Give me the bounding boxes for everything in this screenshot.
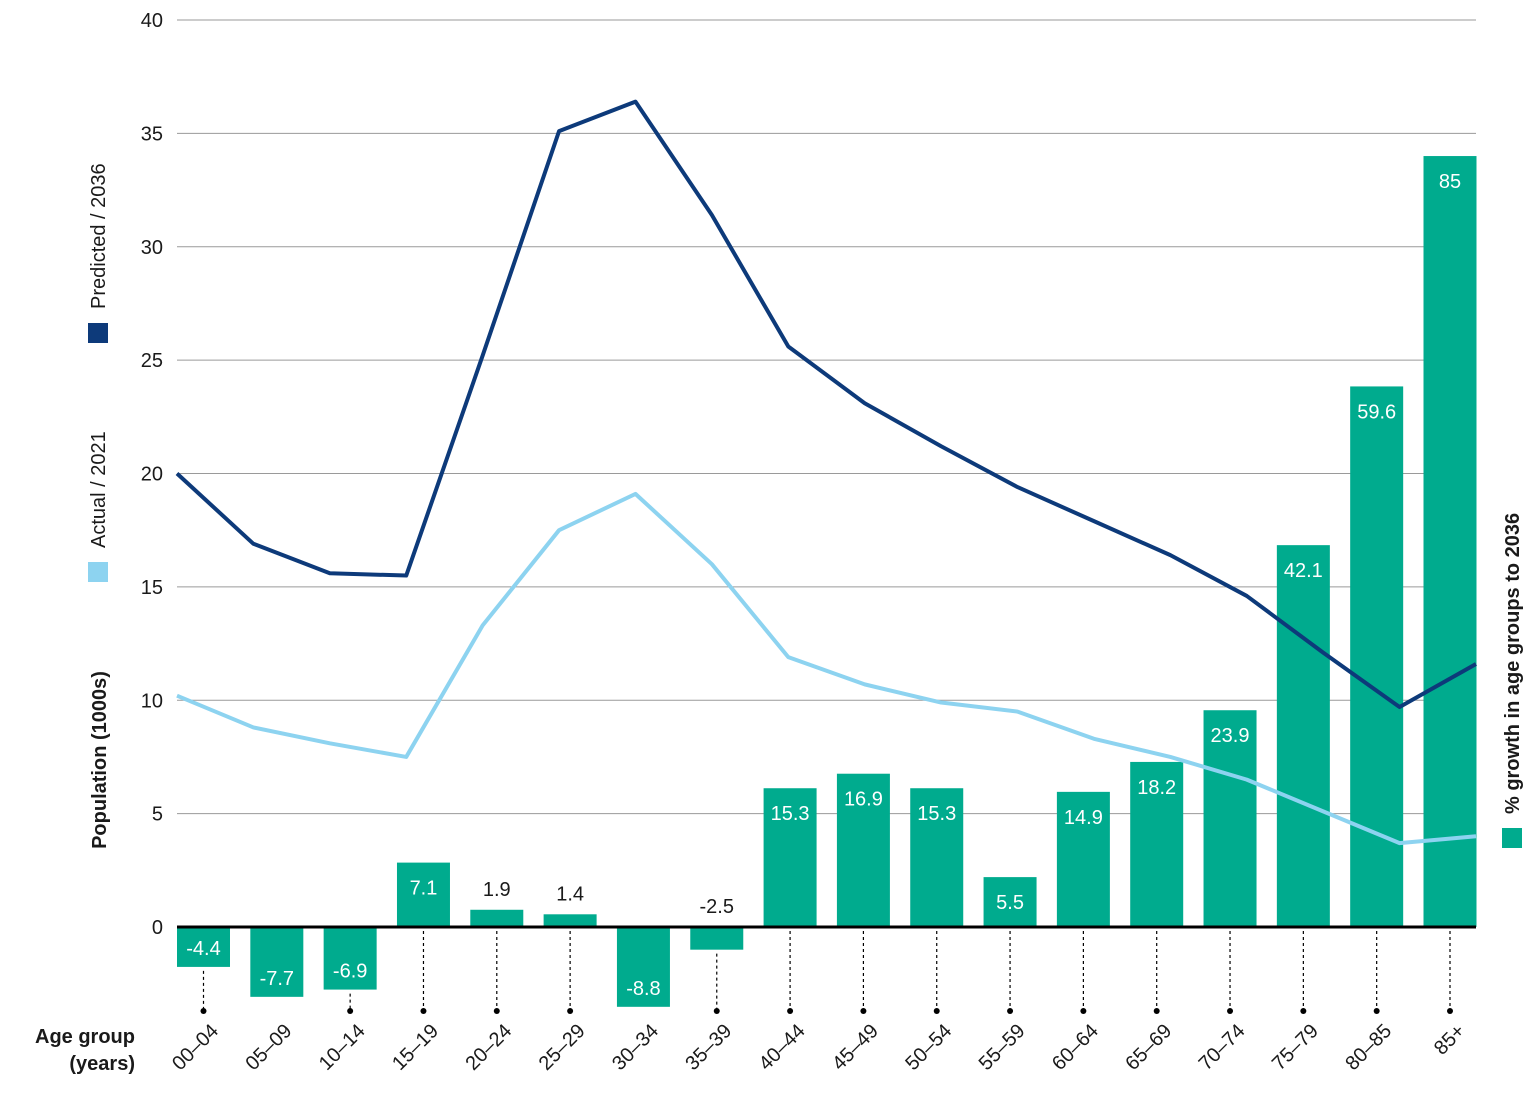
data-label: 18.2 (1137, 777, 1176, 799)
bar (616, 927, 670, 1007)
data-label: 15.3 (771, 803, 810, 825)
data-label: 1.9 (483, 879, 511, 901)
y-tick-label: 25 (141, 350, 163, 372)
x-tick-dot (1080, 1008, 1087, 1014)
bar (763, 788, 817, 927)
line (175, 99, 1477, 710)
data-label: 85 (1439, 171, 1461, 193)
data-label: 14.9 (1064, 807, 1103, 829)
x-tick-dot (713, 1008, 720, 1014)
x-tick-dot (493, 1008, 500, 1014)
bar (177, 927, 230, 967)
bar (543, 914, 597, 927)
legend-label: Predicted / 2036 (88, 163, 110, 309)
y-tick-label: 10 (141, 690, 163, 712)
x-tick-label: 20–24 (461, 1020, 516, 1075)
y-tick-label: 30 (141, 237, 163, 259)
bar (1130, 761, 1184, 927)
bar (836, 773, 890, 927)
data-label: 16.9 (844, 789, 883, 811)
data-label: -4.4 (186, 938, 220, 960)
x-tick-dot (567, 1008, 574, 1014)
x-tick-dot (933, 1008, 940, 1014)
x-tick-label: 50–54 (901, 1020, 956, 1075)
x-tick-label: 15–19 (388, 1020, 443, 1075)
bar (1056, 791, 1110, 927)
legend-swatch (88, 562, 108, 582)
y-tick-label: 35 (141, 123, 163, 145)
bar (1350, 386, 1404, 928)
x-tick-dot (860, 1008, 867, 1014)
x-tick-label: 60–64 (1048, 1020, 1103, 1075)
data-label: 23.9 (1211, 725, 1250, 747)
x-tick-label: 70–74 (1195, 1020, 1250, 1075)
data-label: 42.1 (1284, 560, 1323, 582)
x-tick-label: 85+ (1430, 1020, 1470, 1060)
bar (1276, 545, 1330, 927)
x-tick-dot (787, 1008, 794, 1014)
bar (1203, 710, 1257, 927)
x-tick-dot (1300, 1008, 1307, 1014)
bar (690, 927, 744, 950)
x-axis-label: Age group (35, 1026, 135, 1048)
x-tick-dot (1447, 1008, 1453, 1014)
bar (396, 862, 450, 927)
x-tick-label: 40–44 (755, 1020, 810, 1075)
x-tick-label: 55–59 (975, 1020, 1030, 1075)
legend-swatch (1502, 828, 1522, 848)
x-tick-label: 25–29 (535, 1020, 590, 1075)
data-label: 59.6 (1357, 401, 1396, 423)
data-label: -2.5 (700, 896, 734, 918)
x-tick-dot (1007, 1008, 1014, 1014)
data-label: 15.3 (917, 803, 956, 825)
x-tick-label: 65–69 (1121, 1020, 1176, 1075)
data-label: -7.7 (260, 968, 294, 990)
data-label: -8.8 (626, 978, 660, 1000)
data-label: 1.4 (556, 883, 584, 905)
bar (323, 927, 377, 990)
y-tick-label: 40 (141, 10, 163, 32)
y-tick-label: 0 (152, 917, 163, 939)
legend-label: Actual / 2021 (88, 431, 110, 548)
bar (910, 788, 964, 927)
y-axis-label: Population (1000s) (89, 671, 111, 849)
x-tick-dot (1373, 1008, 1380, 1014)
legend-label: % growth in age groups to 2036 (1502, 513, 1524, 814)
y-tick-label: 20 (141, 464, 163, 486)
x-tick-dot (200, 1008, 207, 1014)
bar (470, 909, 524, 927)
x-tick-dot (420, 1008, 427, 1014)
line (176, 491, 1477, 846)
x-tick-dot (347, 1008, 354, 1014)
data-label: -6.9 (333, 961, 367, 983)
data-label: 5.5 (996, 892, 1024, 914)
data-label: 7.1 (410, 878, 438, 900)
x-tick-label: 30–34 (608, 1020, 663, 1075)
legend-swatch (88, 323, 108, 343)
x-tick-label: 75–79 (1268, 1020, 1323, 1075)
y-tick-label: 5 (152, 804, 163, 826)
bar (983, 877, 1037, 927)
y-tick-label: 15 (141, 577, 163, 599)
bar (250, 927, 304, 997)
x-axis-label: (years) (69, 1053, 135, 1075)
x-tick-label: 45–49 (828, 1020, 883, 1075)
x-tick-label: 00–04 (168, 1020, 223, 1075)
x-tick-label: 10–14 (315, 1020, 370, 1075)
x-tick-label: 80–85 (1341, 1020, 1396, 1075)
x-tick-dot (1153, 1008, 1160, 1014)
bar (1423, 156, 1477, 928)
x-tick-label: 35–39 (681, 1020, 736, 1075)
x-tick-label: 05–09 (241, 1020, 296, 1075)
x-tick-dot (1227, 1008, 1234, 1014)
